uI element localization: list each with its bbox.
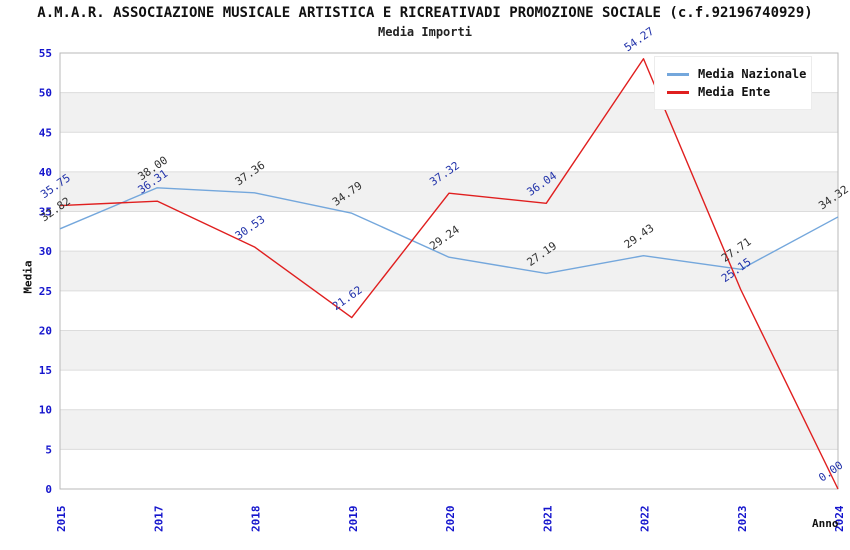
x-tick-label: 2018 (250, 506, 263, 533)
x-tick-label: 2019 (347, 506, 360, 533)
value-label-media-nazionale: 29.43 (622, 222, 657, 252)
y-tick-label: 30 (39, 245, 52, 258)
series-line-media-nazionale (59, 187, 839, 275)
y-tick-label: 45 (39, 126, 52, 139)
plot-border (59, 52, 839, 490)
x-tick-label: 2021 (541, 505, 554, 532)
ente-line-swatch-icon (667, 90, 689, 94)
y-tick-label: 0 (45, 483, 52, 496)
y-tick-label: 40 (39, 166, 52, 179)
y-tick-label: 15 (39, 364, 52, 377)
legend-item-media-ente: Media Ente (667, 84, 811, 100)
legend-item-media-nazionale: Media Nazionale (667, 66, 811, 82)
y-tick-label: 20 (39, 324, 52, 337)
y-tick-label: 55 (39, 47, 52, 60)
value-label-media-ente: 30.53 (233, 213, 268, 243)
y-tick-label: 10 (39, 404, 52, 417)
y-tick-label: 5 (45, 443, 52, 456)
series-line-media-ente (59, 58, 839, 490)
x-tick-label: 2015 (55, 506, 68, 533)
x-tick-label: 2017 (152, 506, 165, 533)
background-band (60, 409, 838, 450)
x-axis-title: Anno (812, 517, 839, 530)
x-tick-label: 2023 (736, 506, 749, 533)
y-tick-label: 35 (39, 206, 52, 219)
y-axis-title: Media (21, 260, 35, 294)
y-tick-label: 50 (39, 87, 52, 100)
chart-title: A.M.A.R. ASSOCIAZIONE MUSICALE ARTISTICA… (37, 5, 813, 21)
legend-label: Media Nazionale (698, 67, 807, 81)
legend: Media Nazionale Media Ente (654, 56, 812, 110)
nazionale-line-swatch-icon (667, 72, 689, 76)
legend-label: Media Ente (698, 85, 771, 99)
chart-subtitle: Media Importi (378, 25, 472, 39)
value-label-media-nazionale: 29.24 (427, 223, 462, 253)
x-tick-label: 2024 (833, 505, 846, 532)
background-band (60, 171, 838, 212)
y-tick-label: 25 (39, 285, 52, 298)
value-label-media-ente: 54.27 (622, 25, 657, 55)
x-tick-label: 2020 (444, 506, 457, 533)
value-label-media-ente: 0.00 (816, 459, 845, 485)
x-tick-label: 2022 (639, 506, 652, 533)
background-band (60, 330, 838, 371)
